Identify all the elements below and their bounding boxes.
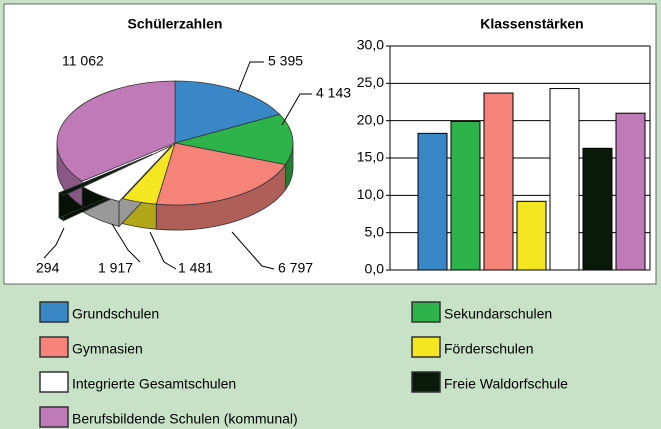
pie-title: Schülerzahlen	[128, 16, 223, 32]
y-tick-label: 25,0	[357, 74, 384, 90]
y-tick-label: 15,0	[357, 149, 384, 165]
legend-label: Integrierte Gesamtschulen	[72, 376, 236, 392]
y-tick-label: 20,0	[357, 111, 384, 127]
data-label: 6 797	[278, 260, 313, 276]
legend-swatch	[411, 371, 441, 393]
legend-label: Berufsbildende Schulen (kommunal)	[72, 411, 298, 427]
leader-line	[111, 223, 141, 263]
pie-slice	[56, 80, 176, 182]
bar	[516, 200, 547, 271]
bar	[582, 147, 613, 271]
y-tick-label: 0,0	[365, 261, 385, 277]
legend-swatch	[411, 301, 441, 323]
leader-line	[237, 61, 264, 93]
leader-line	[231, 231, 275, 270]
legend-swatch	[39, 406, 69, 428]
data-label: 294	[36, 260, 60, 276]
data-label: 5 395	[268, 53, 303, 69]
y-tick-label: 5,0	[365, 223, 385, 239]
bar	[615, 112, 646, 271]
leader-line	[281, 93, 312, 126]
bar	[450, 120, 481, 271]
pie-slice	[121, 142, 176, 205]
data-label: 11 062	[62, 53, 104, 69]
legend-swatch	[39, 336, 69, 358]
legend-label: Gymnasien	[72, 341, 143, 357]
pie-slice	[174, 113, 294, 166]
legend-swatch	[39, 301, 69, 323]
legend-label: Freie Waldorfschule	[444, 376, 568, 392]
y-tick-label: 30,0	[357, 37, 384, 53]
legend-swatch	[39, 371, 69, 393]
bar	[417, 132, 448, 271]
data-label: 1 481	[178, 260, 213, 276]
legend-label: Förderschulen	[444, 341, 534, 357]
legend-swatch	[411, 336, 441, 358]
legend-label: Grundschulen	[72, 306, 159, 322]
data-label: 4 143	[316, 85, 351, 101]
y-tick-label: 10,0	[357, 186, 384, 202]
pie-slice	[155, 142, 287, 206]
pie-slice	[58, 154, 153, 197]
leader-line	[149, 231, 177, 270]
data-label: 1 917	[98, 260, 133, 276]
bar	[483, 92, 514, 271]
bar	[549, 88, 580, 271]
legend-label: Sekundarschulen	[444, 306, 552, 322]
leader-line	[43, 227, 65, 259]
pie-slice	[174, 80, 281, 144]
bar-title: Klassenstärken	[480, 16, 584, 32]
